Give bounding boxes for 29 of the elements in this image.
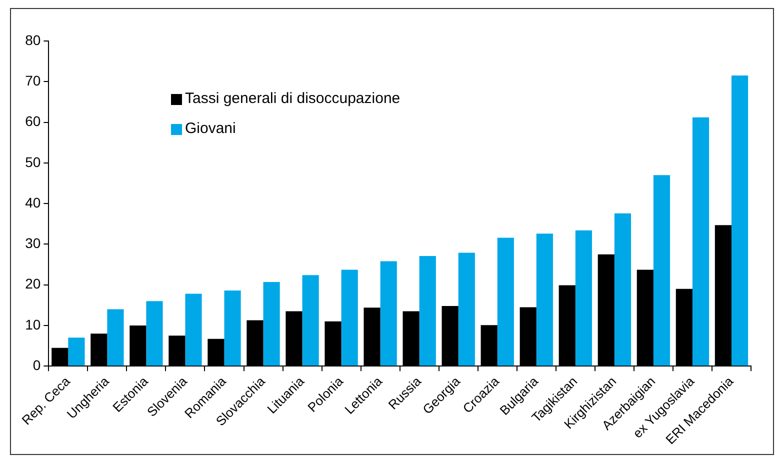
- bar: [263, 282, 280, 366]
- bar: [575, 230, 592, 366]
- y-tick-label: 20: [25, 276, 41, 292]
- bar: [614, 213, 632, 366]
- bar: [146, 301, 163, 366]
- bar: [341, 270, 358, 366]
- y-tick-label: 0: [32, 356, 41, 373]
- bar: [458, 252, 475, 366]
- y-tick-label: 70: [25, 72, 41, 88]
- y-tick-label: 40: [25, 194, 41, 210]
- bar: [419, 256, 436, 366]
- y-tick-label: 10: [25, 316, 41, 332]
- bar: [536, 234, 553, 366]
- bar: [380, 261, 397, 366]
- bar: [653, 175, 670, 366]
- bar: [224, 290, 241, 366]
- bar: [692, 117, 710, 366]
- y-tick-label: 60: [25, 113, 41, 130]
- bar: [185, 294, 202, 366]
- bar: [731, 76, 748, 366]
- bar: [107, 309, 124, 366]
- bar: [497, 238, 514, 366]
- bar: [302, 275, 319, 366]
- legend-label: Tassi generali di disoccupazione: [185, 89, 400, 109]
- y-tick-label: 30: [25, 235, 41, 252]
- bar: [68, 338, 85, 366]
- legend-label: Giovani: [185, 119, 236, 139]
- y-tick-label: 80: [25, 32, 41, 48]
- y-tick-label: 50: [25, 154, 41, 170]
